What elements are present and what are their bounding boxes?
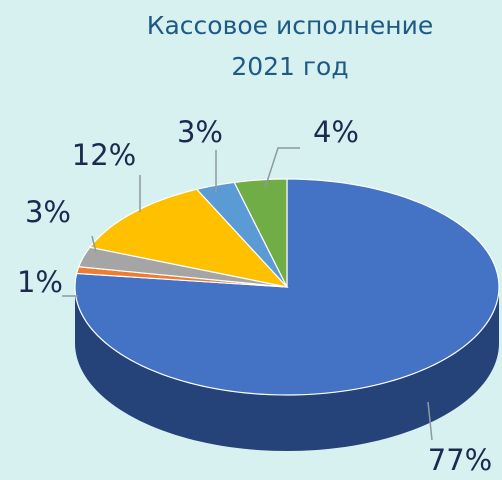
- slice-side-shade: [75, 287, 499, 451]
- data-label: 1%: [17, 265, 63, 299]
- data-label: 3%: [25, 195, 71, 229]
- slice: [88, 188, 289, 288]
- data-label: 3%: [177, 115, 223, 149]
- slice-side: [75, 287, 499, 451]
- chart-title: Кассовое исполнение: [147, 11, 434, 40]
- data-label: 77%: [428, 443, 492, 477]
- leader-line: [427, 401, 433, 441]
- chart-title: 2021 год: [231, 52, 348, 81]
- slice: [233, 178, 288, 288]
- leader-line: [264, 147, 300, 189]
- slice: [195, 181, 288, 288]
- data-label: 4%: [313, 115, 359, 149]
- data-label: 12%: [72, 138, 136, 172]
- leader-line: [91, 235, 97, 253]
